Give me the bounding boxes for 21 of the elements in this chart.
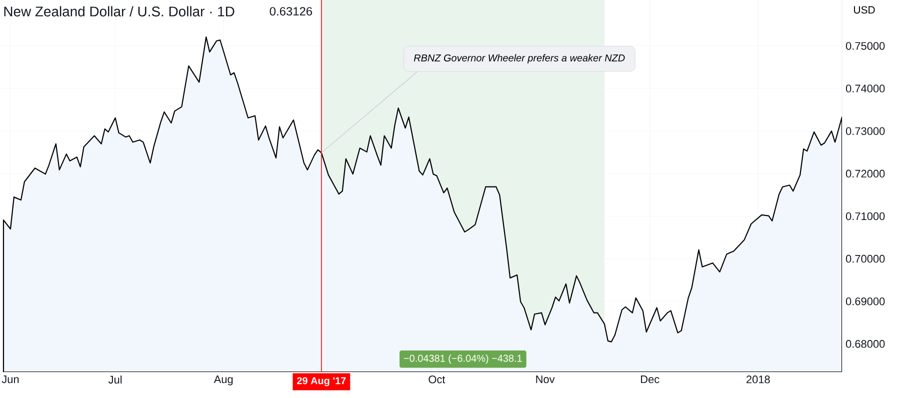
y-tick-label: 0.74000 [846, 84, 885, 92]
annotation: RBNZ Governor Wheeler prefers a weaker NZD [414, 54, 625, 64]
y-tick-label: 0.70000 [846, 254, 885, 263]
y-tick-label: 0.72000 [846, 170, 885, 178]
ref-line-label: 29 Aug '17 [297, 377, 346, 386]
x-tick-label: Jun [2, 376, 19, 384]
x-tick-label: 2018 [746, 376, 770, 384]
band-label: −0.04381 (−6.04%) −438.1 [404, 354, 522, 364]
chart-subtitle: 0.63126 [270, 7, 312, 16]
y-tick-label: 0.75000 [846, 42, 885, 50]
chart-title: New Zealand Dollar / U.S. Dollar · 1D [4, 6, 234, 16]
y-tick-label: 0.68000 [846, 340, 885, 348]
x-tick-label: Jul [108, 376, 122, 384]
y-tick-label: 0.69000 [846, 297, 885, 306]
x-tick-label: Oct [428, 376, 446, 384]
y-axis-title: USD [854, 6, 875, 14]
x-tick-label: Aug [214, 376, 233, 386]
y-tick-label: 0.73000 [846, 127, 885, 135]
y-tick-label: 0.71000 [846, 212, 885, 220]
x-tick-label: Nov [536, 376, 555, 384]
x-tick-label: Dec [641, 376, 660, 384]
